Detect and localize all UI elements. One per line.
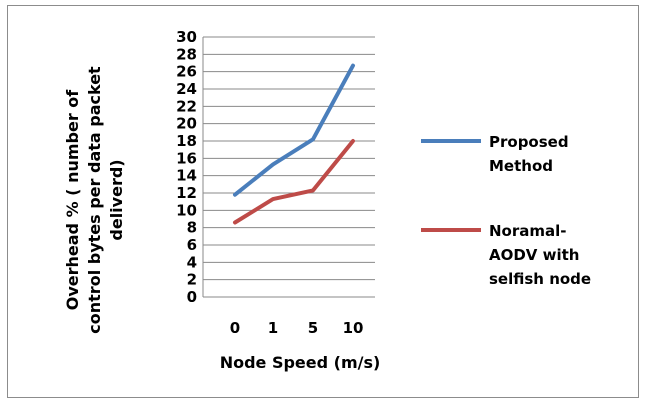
y-tick-label: 28 xyxy=(176,45,197,63)
y-tick-label: 12 xyxy=(176,184,197,202)
y-tick-label: 8 xyxy=(187,219,197,237)
x-axis-title: Node Speed (m/s) xyxy=(220,353,381,372)
legend-label-line: selfish node xyxy=(489,270,591,288)
x-tick-label: 5 xyxy=(308,319,318,337)
series-line-2 xyxy=(233,139,355,225)
legend-label-line: AODV with xyxy=(489,246,580,264)
y-tick-label: 2 xyxy=(187,271,197,289)
y-tick-label: 4 xyxy=(187,253,197,271)
y-tick-label: 6 xyxy=(187,236,197,254)
chart-frame xyxy=(7,5,639,398)
y-axis-title-line: deliverd) xyxy=(107,159,126,240)
gridlines xyxy=(202,36,375,298)
y-tick-label: 0 xyxy=(187,288,197,306)
y-tick-label: 30 xyxy=(176,28,197,46)
y-tick-label: 24 xyxy=(176,80,197,98)
x-tick-label: 1 xyxy=(268,319,278,337)
series-line-1 xyxy=(233,63,355,197)
legend-label-line: Method xyxy=(489,157,553,175)
x-tick-labels: 0 1 5 10 xyxy=(230,319,364,337)
x-tick-label: 0 xyxy=(230,319,240,337)
series-lines xyxy=(233,63,355,225)
legend-label-2: Noramal- AODV with selfish node xyxy=(489,222,591,288)
y-tick-label: 10 xyxy=(176,201,197,219)
y-tick-label: 18 xyxy=(176,132,197,150)
y-tick-label: 26 xyxy=(176,63,197,81)
legend-label-line: Proposed xyxy=(489,133,569,151)
legend-label-1: Proposed Method xyxy=(489,133,569,175)
y-tick-label: 20 xyxy=(176,115,197,133)
legend-label-line: Noramal- xyxy=(489,222,567,240)
y-axis-title-line: Overhead % ( number of xyxy=(63,89,82,311)
legend: Proposed Method Noramal- AODV with selfish n… xyxy=(421,133,591,288)
y-tick-label: 14 xyxy=(176,167,197,185)
y-tick-label: 22 xyxy=(176,97,197,115)
y-axis-title: Overhead % ( number of control bytes per … xyxy=(63,66,126,334)
x-tick-label: 10 xyxy=(343,319,364,337)
y-axis-title-line: control bytes per data packet xyxy=(85,66,104,334)
y-tick-label: 16 xyxy=(176,149,197,167)
